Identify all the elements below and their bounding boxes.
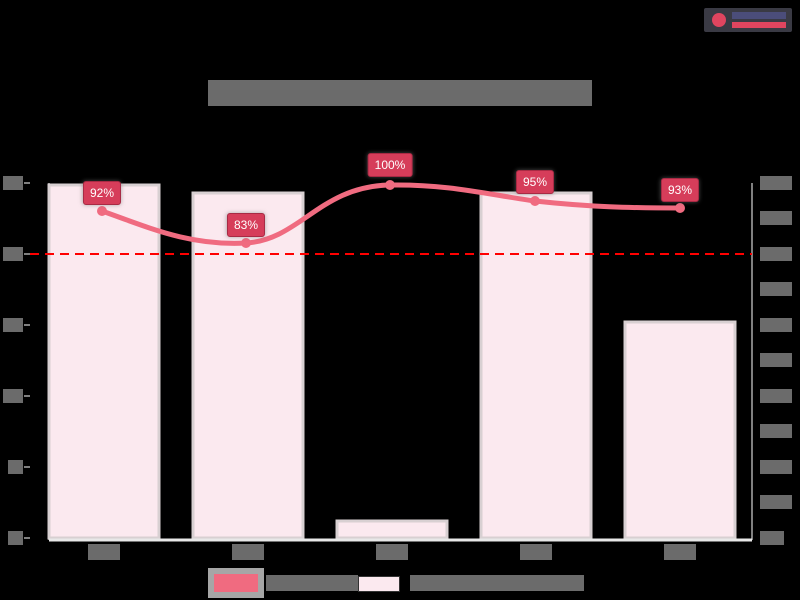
right-tick-80 <box>760 247 792 261</box>
left-tick-25 <box>3 176 23 190</box>
line-points <box>97 180 685 248</box>
x-tick-4 <box>520 544 552 560</box>
brand-logo <box>704 8 792 32</box>
right-tick-100 <box>760 176 792 190</box>
x-tick-2 <box>232 544 264 560</box>
left-tick-0 <box>8 531 23 545</box>
right-tick-40 <box>760 389 792 403</box>
data-label-4: 95% <box>515 170 555 194</box>
logo-text-bottom <box>732 22 786 28</box>
data-label-1: 92% <box>82 181 122 205</box>
bar-1 <box>47 183 161 540</box>
line-series <box>101 182 681 246</box>
bar-2 <box>191 191 305 540</box>
left-tick-5 <box>8 460 23 474</box>
right-tick-20 <box>760 460 792 474</box>
x-tick-1 <box>88 544 120 560</box>
data-label-5: 93% <box>660 178 700 202</box>
legend-label-line[interactable] <box>266 575 358 591</box>
data-label-3: 100% <box>367 153 413 177</box>
left-tick-20 <box>3 247 23 261</box>
legend-label-bar[interactable] <box>410 575 584 591</box>
right-tick-60 <box>760 318 792 332</box>
bar-series <box>47 183 737 540</box>
logo-icon <box>712 13 726 27</box>
left-tick-15 <box>3 318 23 332</box>
logo-text-top <box>732 12 786 19</box>
legend-swatch-bar[interactable] <box>358 576 400 592</box>
right-tick-10 <box>760 495 792 509</box>
x-tick-5 <box>664 544 696 560</box>
right-tick-50 <box>760 353 792 367</box>
left-axis-ticks <box>24 182 30 539</box>
chart-title <box>208 80 592 106</box>
right-tick-30 <box>760 424 792 438</box>
right-tick-90 <box>760 211 792 225</box>
x-tick-3 <box>376 544 408 560</box>
left-tick-10 <box>3 389 23 403</box>
bar-5 <box>623 320 737 540</box>
right-tick-70 <box>760 282 792 296</box>
legend-swatch-line[interactable] <box>208 568 264 598</box>
data-label-2: 83% <box>226 213 266 237</box>
right-tick-0 <box>760 531 784 545</box>
bar-3 <box>335 519 449 540</box>
bar-4 <box>479 191 593 540</box>
